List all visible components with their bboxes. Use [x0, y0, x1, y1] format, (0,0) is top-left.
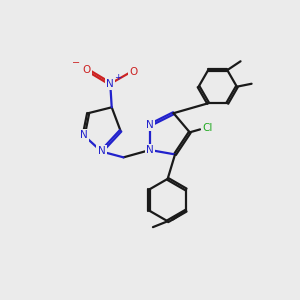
Text: N: N	[146, 120, 154, 130]
Text: N: N	[146, 145, 154, 155]
Text: +: +	[114, 73, 122, 82]
Text: O: O	[130, 67, 138, 77]
Text: O: O	[82, 65, 91, 76]
Text: Cl: Cl	[202, 123, 213, 133]
Text: N: N	[80, 130, 88, 140]
Text: N: N	[106, 79, 114, 89]
Text: −: −	[72, 58, 80, 68]
Text: N: N	[98, 146, 105, 157]
